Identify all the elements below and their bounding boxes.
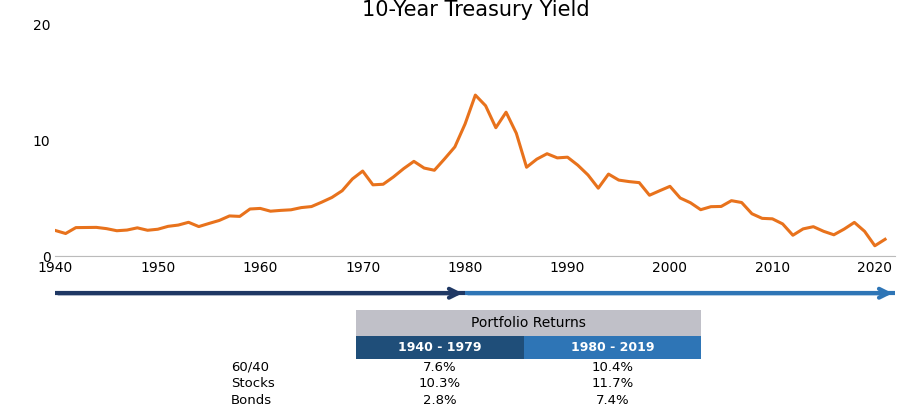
Bar xyxy=(524,335,701,359)
Text: 1940 - 1979: 1940 - 1979 xyxy=(398,341,482,354)
Text: Portfolio Returns: Portfolio Returns xyxy=(472,316,586,330)
Text: 60/40: 60/40 xyxy=(231,361,270,374)
Text: 10.3%: 10.3% xyxy=(419,377,461,390)
Bar xyxy=(356,310,701,335)
Text: 11.7%: 11.7% xyxy=(592,377,634,390)
Bar xyxy=(356,335,524,359)
Text: 10.4%: 10.4% xyxy=(592,361,634,374)
Text: 7.6%: 7.6% xyxy=(423,361,457,374)
Text: 7.4%: 7.4% xyxy=(596,394,629,407)
Text: 1980 - 2019: 1980 - 2019 xyxy=(571,341,654,354)
Text: Stocks: Stocks xyxy=(231,377,275,390)
Text: Bonds: Bonds xyxy=(231,394,272,407)
Text: 2.8%: 2.8% xyxy=(423,394,457,407)
Title: 10-Year Treasury Yield: 10-Year Treasury Yield xyxy=(362,0,589,21)
